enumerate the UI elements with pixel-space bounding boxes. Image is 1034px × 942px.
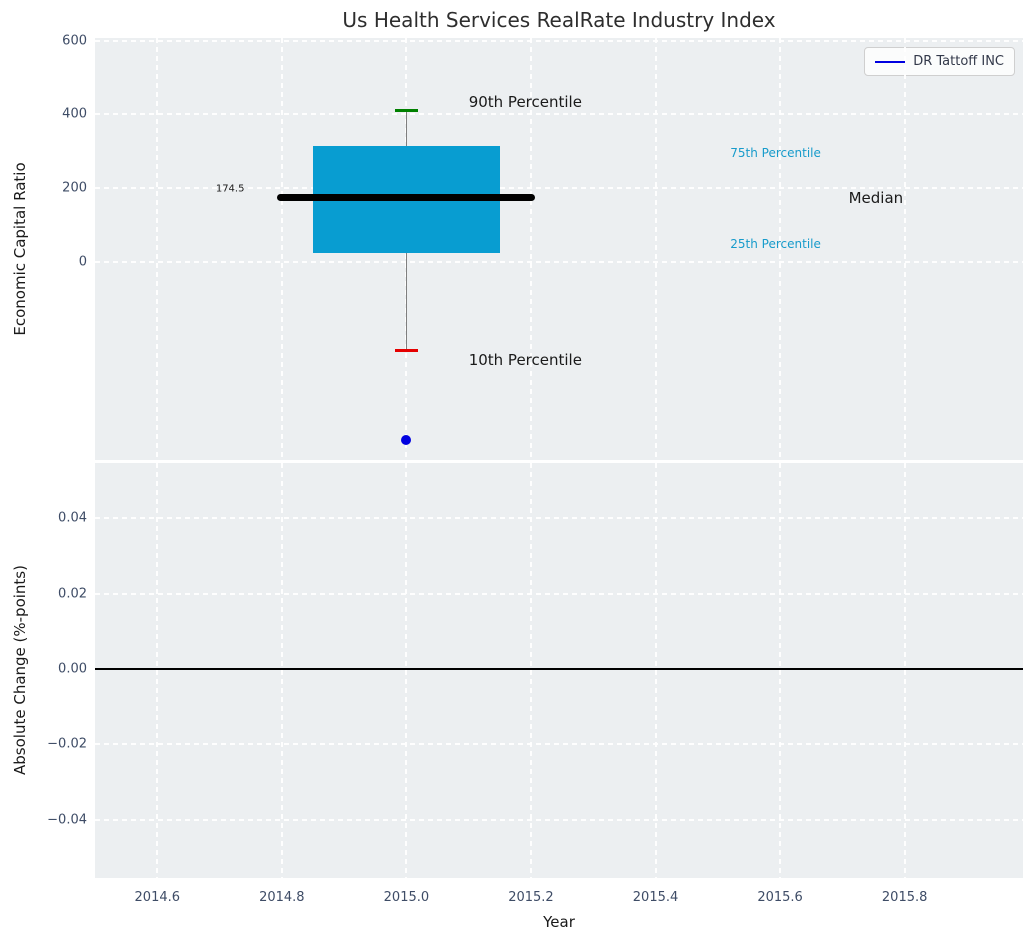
top-axes xyxy=(95,38,1023,460)
annotation: 10th Percentile xyxy=(468,351,582,370)
x-gridline xyxy=(280,38,283,460)
x-axis-label: Year xyxy=(543,913,575,931)
whisker-cap-bottom xyxy=(395,349,418,353)
legend: DR Tattoff INC xyxy=(864,47,1015,76)
x-gridline xyxy=(779,38,782,460)
x-tick-label: 2015.4 xyxy=(632,890,679,905)
x-gridline xyxy=(654,38,657,460)
top-y-axis-label: Economic Capital Ratio xyxy=(11,162,29,336)
legend-label: DR Tattoff INC xyxy=(913,54,1004,69)
x-gridline xyxy=(903,38,906,460)
x-tick-label: 2015.8 xyxy=(881,890,928,905)
y-gridline xyxy=(95,592,1023,595)
y-tick-label: 600 xyxy=(62,33,87,49)
y-gridline xyxy=(95,39,1023,42)
legend-line-sample xyxy=(875,60,906,63)
y-gridline xyxy=(95,818,1023,821)
x-tick-label: 2014.6 xyxy=(134,890,181,905)
y-gridline xyxy=(95,743,1023,746)
annotation: 90th Percentile xyxy=(468,92,582,111)
x-gridline xyxy=(529,463,532,878)
annotation: Median xyxy=(848,188,904,207)
y-tick-label: 200 xyxy=(62,180,87,196)
y-gridline xyxy=(95,187,1023,190)
x-gridline xyxy=(903,463,906,878)
median-line xyxy=(277,194,536,202)
x-gridline xyxy=(654,463,657,878)
x-gridline xyxy=(280,463,283,878)
whisker-cap-top xyxy=(395,109,418,113)
annotation: 75th Percentile xyxy=(730,146,821,161)
x-gridline xyxy=(156,463,159,878)
zero-line xyxy=(95,667,1023,670)
y-tick-label: −0.04 xyxy=(47,812,87,828)
y-tick-label: 0.02 xyxy=(58,586,87,602)
x-gridline xyxy=(405,463,408,878)
bottom-axes xyxy=(95,463,1023,878)
y-tick-label: 0.04 xyxy=(58,510,87,526)
y-gridline xyxy=(95,113,1023,116)
x-gridline xyxy=(156,38,159,460)
annotation: 25th Percentile xyxy=(730,236,821,251)
y-tick-label: 0.00 xyxy=(58,661,87,677)
annotation: 174.5 xyxy=(215,183,245,195)
x-tick-label: 2014.8 xyxy=(259,890,305,905)
chart-title: Us Health Services RealRate Industry Ind… xyxy=(342,8,776,32)
x-tick-label: 2015.6 xyxy=(757,890,803,905)
x-tick-label: 2015.0 xyxy=(383,890,430,905)
y-tick-label: −0.02 xyxy=(47,736,87,752)
y-gridline xyxy=(95,517,1023,520)
x-tick-label: 2015.2 xyxy=(508,890,554,905)
y-tick-label: 0 xyxy=(78,254,87,270)
x-gridline xyxy=(529,38,532,460)
bottom-y-axis-label: Absolute Change (%-points) xyxy=(11,565,29,775)
x-gridline xyxy=(779,463,782,878)
company-point xyxy=(401,434,412,445)
y-tick-label: 400 xyxy=(62,106,87,122)
y-gridline xyxy=(95,261,1023,264)
